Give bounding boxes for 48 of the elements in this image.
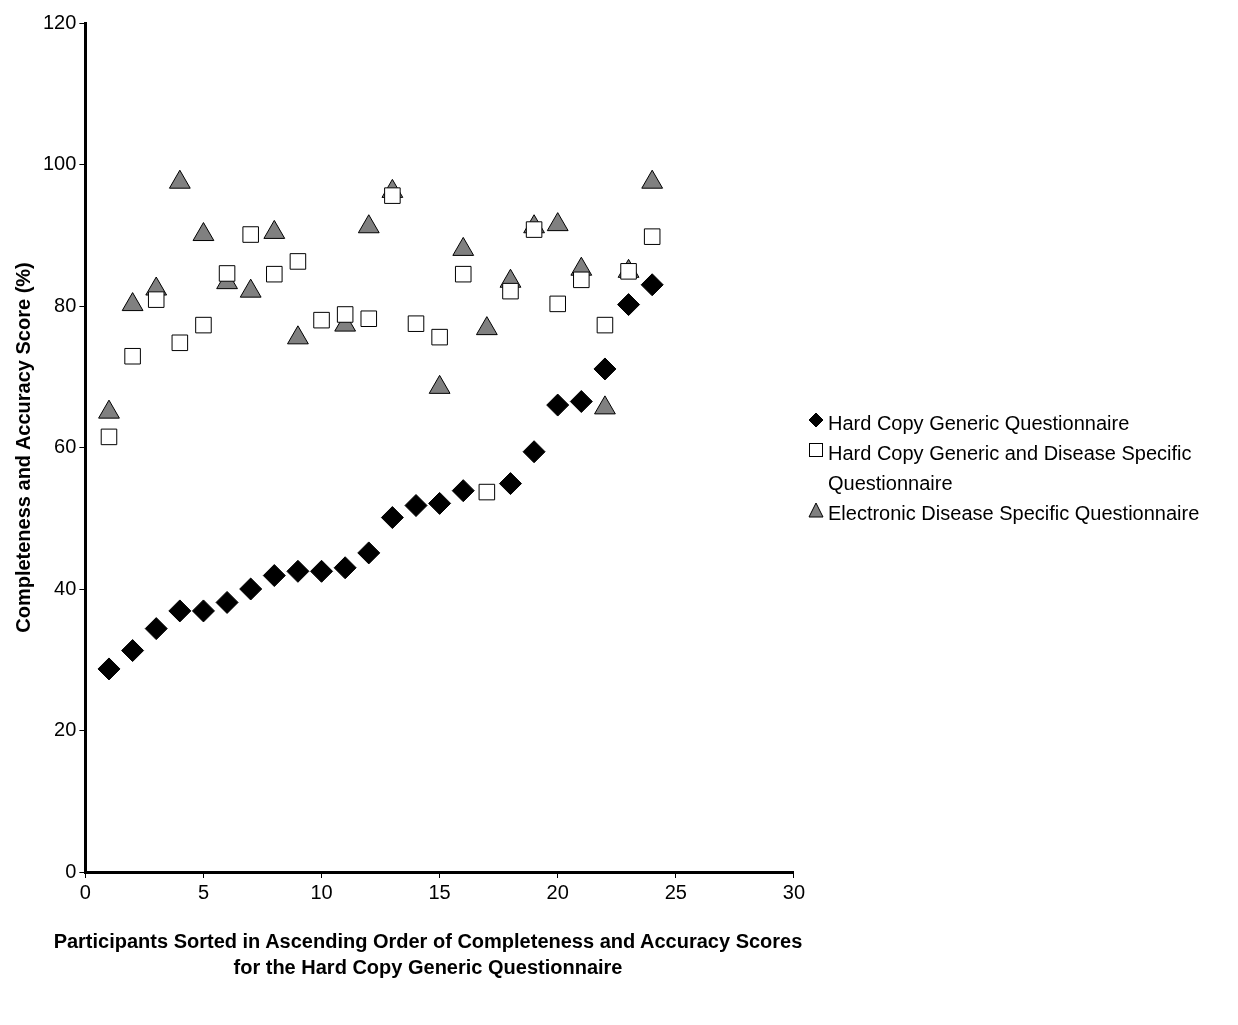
y-tick-label: 0 (65, 859, 77, 882)
y-tick-label: 20 (54, 718, 77, 741)
point (546, 393, 570, 417)
point (215, 590, 239, 614)
point (502, 282, 519, 300)
x-tick-label: 25 (664, 880, 687, 903)
point (617, 293, 641, 317)
point (522, 440, 546, 464)
point (121, 639, 145, 663)
point (451, 479, 475, 503)
point (428, 491, 452, 515)
y-tick-label: 120 (42, 10, 77, 33)
y-axis-title: Completeness and Accuracy Score (%) (11, 262, 34, 633)
point (286, 559, 310, 583)
y-tick-label: 40 (54, 576, 77, 599)
point (218, 265, 236, 282)
point (333, 556, 357, 580)
x-tick-label: 20 (546, 880, 569, 903)
point (239, 577, 263, 601)
legend-label: Electronic Disease Specific Questionnaire (828, 501, 1200, 526)
point (310, 559, 334, 583)
x-axis-title: Participants Sorted in Ascending Order of Completeness and Accuracy Scores for the Hard Copy Generic Questionnaire (52, 929, 804, 980)
x-tick-label: 0 (79, 880, 91, 903)
point (336, 306, 354, 323)
point (569, 390, 593, 414)
point (144, 617, 168, 641)
point (498, 472, 522, 496)
point (168, 599, 192, 623)
y-tick-label: 100 (42, 152, 77, 175)
x-tick-label: 30 (782, 880, 805, 903)
y-tick-label: 80 (54, 293, 77, 316)
point (357, 541, 381, 565)
x-tick-label: 10 (310, 880, 333, 903)
x-tick-label: 15 (428, 880, 451, 903)
point (380, 506, 404, 530)
point (97, 657, 121, 681)
point (593, 357, 617, 381)
y-tick-label: 60 (54, 435, 77, 458)
legend-label: Hard Copy Generic and Disease Specific Questionnaire (828, 441, 1193, 496)
point (262, 564, 286, 588)
point (191, 599, 215, 623)
point (640, 273, 664, 297)
point (147, 291, 165, 308)
legend-label: Hard Copy Generic Questionnaire (828, 411, 1130, 436)
point (573, 271, 590, 289)
point (404, 494, 428, 518)
point (525, 221, 543, 238)
x-tick-label: 5 (197, 880, 210, 903)
